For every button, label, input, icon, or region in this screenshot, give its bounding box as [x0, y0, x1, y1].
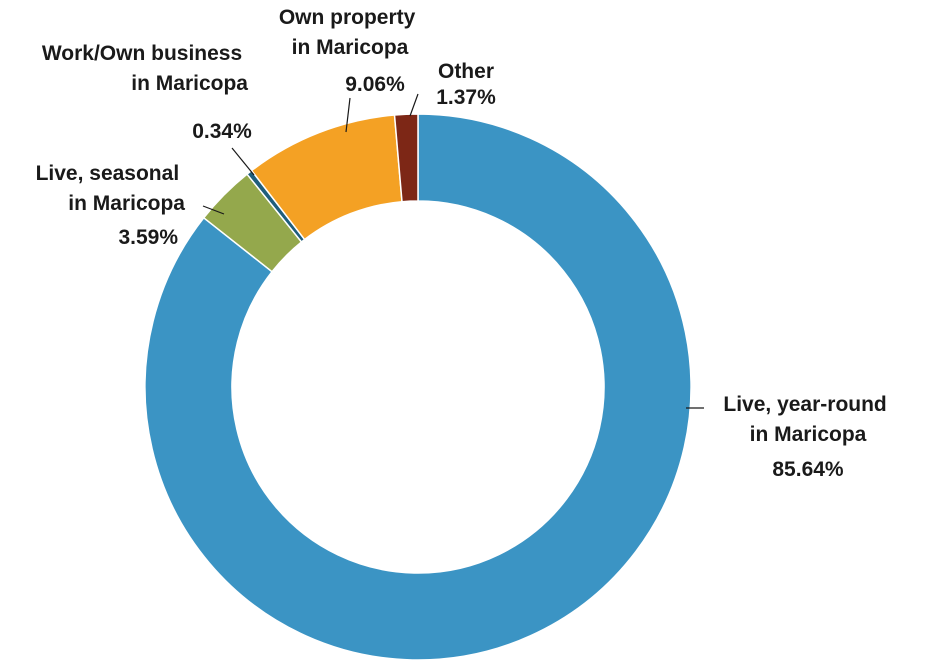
- leader-work-own-business: [231, 147, 255, 176]
- leader-other: [409, 93, 419, 117]
- leader-lines: [202, 93, 704, 409]
- slice-label-work-own-business: Work/Own business in Maricopa: [42, 42, 248, 95]
- slice-label-live-seasonal-line1: Live, seasonal: [36, 162, 180, 185]
- slice-label-live-year-round-line2: in Maricopa: [750, 423, 867, 446]
- slice-label-own-property-line1: Own property: [279, 6, 416, 29]
- slice-value-work-own-business: 0.34%: [192, 120, 252, 143]
- slice-value-other: 1.37%: [436, 86, 496, 109]
- slice-live-year-round: [144, 113, 692, 661]
- slice-value-live-year-round: 85.64%: [772, 458, 844, 481]
- leader-live-seasonal: [202, 205, 225, 215]
- slice-value-own-property: 9.06%: [345, 73, 405, 96]
- leader-own-property: [345, 97, 351, 133]
- donut-slices: [144, 113, 692, 661]
- slice-label-live-year-round-line1: Live, year-round: [723, 393, 886, 416]
- slice-label-own-property-line2: in Maricopa: [292, 36, 409, 59]
- slice-label-live-seasonal-line2: in Maricopa: [68, 192, 185, 215]
- slice-other: [393, 113, 419, 203]
- slice-label-other: Other: [438, 60, 494, 83]
- slice-label-work-own-business-line2: in Maricopa: [131, 72, 248, 95]
- slice-value-live-seasonal: 3.59%: [118, 226, 178, 249]
- slice-label-work-own-business-line1: Work/Own business: [42, 42, 242, 65]
- slice-label-live-seasonal: Live, seasonal in Maricopa: [36, 162, 186, 215]
- slice-label-own-property: Own property in Maricopa: [279, 6, 421, 59]
- slice-label-live-year-round: Live, year-round in Maricopa: [723, 393, 892, 446]
